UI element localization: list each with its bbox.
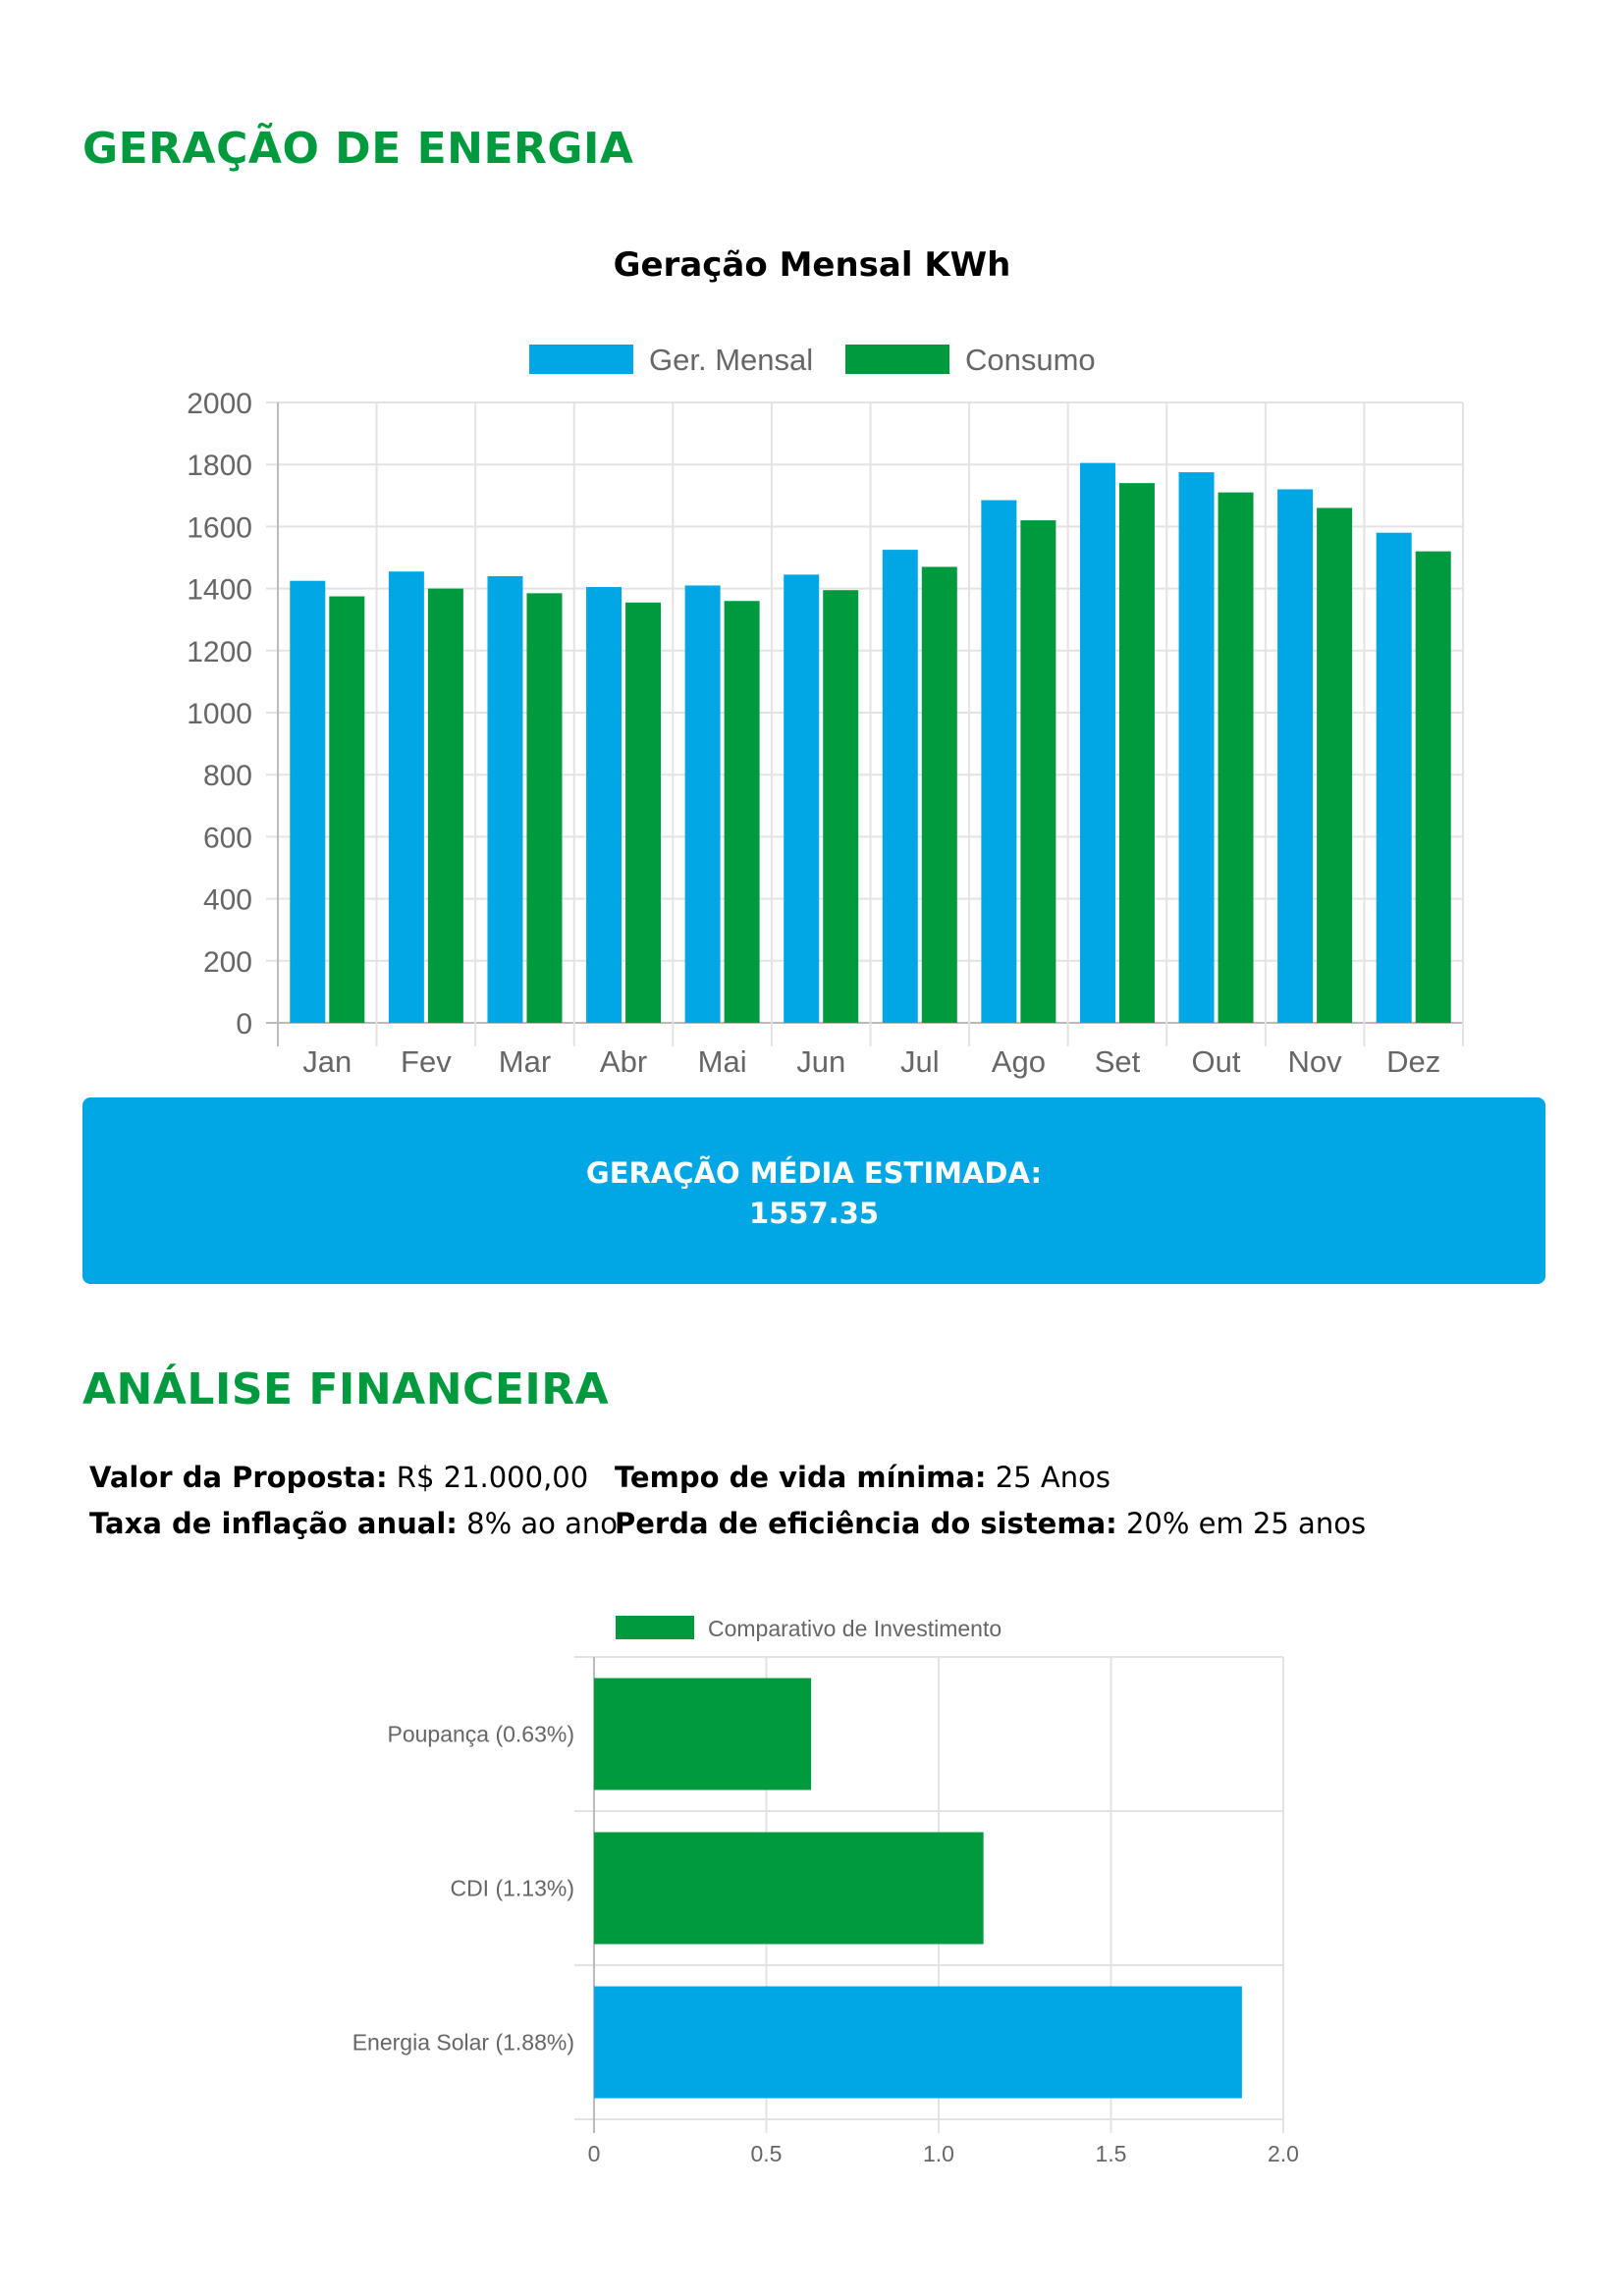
- x-tick-label: Out: [1192, 1044, 1241, 1079]
- proposal-value-row: Valor da Proposta: R$ 21.000,00: [89, 1455, 618, 1501]
- bar-consumption-out: [1218, 492, 1254, 1023]
- bar-generation-abr: [586, 587, 623, 1023]
- x-tick-label: Jun: [796, 1044, 845, 1079]
- lifetime-row: Tempo de vida mínima: 25 Anos: [615, 1455, 1366, 1501]
- y-category-label: Energia Solar (1.88%): [352, 2030, 574, 2056]
- bar-generation-out: [1178, 472, 1215, 1024]
- finance-section-title: ANÁLISE FINANCEIRA: [82, 1364, 610, 1415]
- y-tick-label: 400: [203, 884, 252, 917]
- y-tick-label: 800: [203, 760, 252, 792]
- bar-consumption-ago: [1020, 520, 1056, 1023]
- bar-consumption-jan: [329, 596, 365, 1023]
- x-tick-label: Jul: [900, 1044, 940, 1079]
- energy-section-title: GERAÇÃO DE ENERGIA: [82, 124, 634, 174]
- bar-consumption-abr: [625, 602, 662, 1023]
- bar-generation-jun: [784, 574, 820, 1023]
- y-tick-label: 0: [236, 1008, 252, 1041]
- bar-generation-nov: [1277, 489, 1314, 1023]
- x-tick-label: Ago: [992, 1044, 1046, 1079]
- financial-info-column-left: Valor da Proposta: R$ 21.000,00 Taxa de …: [89, 1455, 618, 1547]
- bar-generation-fev: [388, 571, 424, 1023]
- x-tick-label: 1.5: [1096, 2141, 1127, 2166]
- legend-swatch: [616, 1616, 694, 1639]
- x-tick-label: 0: [588, 2141, 601, 2166]
- x-tick-label: 2.0: [1268, 2141, 1299, 2166]
- legend-label: Comparativo de Investimento: [708, 1616, 1001, 1641]
- bar-consumption-nov: [1317, 507, 1353, 1023]
- proposal-value: R$ 21.000,00: [396, 1461, 589, 1494]
- average-generation-value: 1557.35: [748, 1197, 880, 1230]
- legend-swatch: [529, 345, 633, 374]
- x-tick-label: 0.5: [751, 2141, 783, 2166]
- chart-legend: Comparativo de Investimento: [616, 1616, 1001, 1641]
- bar-generation-mai: [684, 585, 721, 1023]
- y-tick-label: 1200: [187, 636, 252, 668]
- investment-comparison-chart: 0 0.5 1.0 1.5 2.0 Poupança (0.63%) CDI (1.13%)…: [352, 1616, 1299, 2166]
- bar-generation-ago: [981, 500, 1017, 1023]
- bar-consumption-jul: [921, 566, 957, 1023]
- y-category-label: CDI (1.13%): [450, 1876, 574, 1901]
- investment-bar: [594, 1832, 984, 1945]
- y-tick-label: 1600: [187, 511, 252, 544]
- x-tick-label: Set: [1095, 1044, 1141, 1079]
- bar-consumption-mar: [526, 593, 563, 1023]
- x-tick-label: 1.0: [923, 2141, 954, 2166]
- average-generation-label: GERAÇÃO MÉDIA ESTIMADA:: [585, 1156, 1043, 1190]
- bar-generation-mar: [487, 575, 523, 1023]
- bar-consumption-mai: [724, 601, 760, 1023]
- y-tick-label: 200: [203, 946, 252, 979]
- efficiency-loss-label: Perda de eficiência do sistema:: [615, 1507, 1117, 1540]
- lifetime-value: 25 Anos: [995, 1461, 1110, 1494]
- financial-info-column-right: Tempo de vida mínima: 25 Anos Perda de e…: [615, 1455, 1366, 1547]
- bar-generation-dez: [1376, 532, 1412, 1023]
- bar-generation-jul: [882, 550, 918, 1023]
- legend-swatch: [845, 345, 949, 374]
- y-tick-label: 2000: [187, 388, 252, 420]
- y-tick-label: 1000: [187, 698, 252, 730]
- investment-bar: [594, 1986, 1242, 2099]
- x-tick-label: Mar: [499, 1044, 551, 1079]
- inflation-rate-value: 8% ao ano: [466, 1507, 618, 1540]
- efficiency-loss-row: Perda de eficiência do sistema: 20% em 2…: [615, 1501, 1366, 1547]
- legend-label: Ger. Mensal: [649, 343, 813, 377]
- x-tick-label: Mai: [698, 1044, 747, 1079]
- bar-consumption-fev: [427, 588, 463, 1023]
- x-tick-label: Dez: [1386, 1044, 1440, 1079]
- y-tick-label: 1400: [187, 574, 252, 607]
- investment-bar: [594, 1678, 812, 1790]
- x-tick-label: Jan: [302, 1044, 352, 1079]
- average-generation-banner: GERAÇÃO MÉDIA ESTIMADA: 1557.35: [82, 1097, 1545, 1284]
- x-tick-label: Abr: [600, 1044, 647, 1079]
- bar-generation-jan: [290, 580, 326, 1023]
- x-tick-label: Fev: [401, 1044, 452, 1079]
- monthly-generation-chart: 0 200 400 600 800 1000 1200 1400 1600 1800 2000 Jan…: [187, 343, 1464, 1079]
- proposal-value-label: Valor da Proposta:: [89, 1461, 388, 1494]
- x-tick-label: Nov: [1288, 1044, 1343, 1079]
- lifetime-label: Tempo de vida mínima:: [615, 1461, 987, 1494]
- bar-consumption-set: [1118, 483, 1155, 1023]
- y-tick-label: 1800: [187, 450, 252, 482]
- monthly-chart-title: Geração Mensal KWh: [613, 245, 1011, 285]
- y-category-label: Poupança (0.63%): [387, 1722, 574, 1747]
- chart-legend: Ger. Mensal Consumo: [529, 343, 1096, 377]
- legend-label: Consumo: [965, 343, 1096, 377]
- inflation-rate-row: Taxa de inflação anual: 8% ao ano: [89, 1501, 618, 1547]
- bar-consumption-dez: [1415, 551, 1451, 1023]
- bar-generation-set: [1079, 462, 1115, 1023]
- inflation-rate-label: Taxa de inflação anual:: [89, 1507, 458, 1540]
- y-tick-label: 600: [203, 822, 252, 854]
- efficiency-loss-value: 20% em 25 anos: [1125, 1507, 1367, 1540]
- bar-consumption-jun: [823, 590, 859, 1023]
